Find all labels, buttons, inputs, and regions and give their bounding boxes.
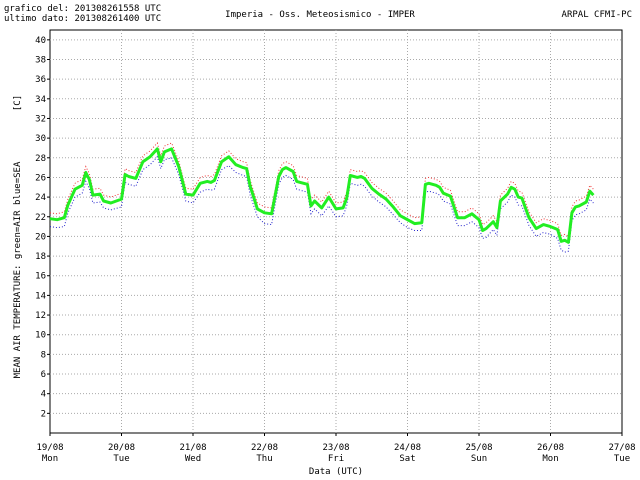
y-tick-label: 14 <box>35 291 46 301</box>
y-tick-label: 22 <box>35 213 46 223</box>
last-data-time: ultimo dato: 201308261400 UTC <box>4 14 162 24</box>
x-tick-date: 24/08 <box>394 443 421 453</box>
y-tick-label: 26 <box>35 173 46 183</box>
y-tick-label: 32 <box>35 114 46 124</box>
y-axis-label: MEAN AIR TEMPERATURE: green=AIR blue=SEA <box>13 161 23 378</box>
x-tick-day: Wed <box>185 454 201 464</box>
x-tick-date: 25/08 <box>465 443 492 453</box>
x-tick-date: 20/08 <box>108 443 135 453</box>
y-tick-label: 8 <box>41 350 46 360</box>
y-tick-label: 24 <box>35 193 46 203</box>
y-tick-label: 36 <box>35 75 46 85</box>
x-tick-date: 22/08 <box>251 443 278 453</box>
y-tick-label: 38 <box>35 55 46 65</box>
air-temperature-line <box>49 147 595 244</box>
y-tick-label: 30 <box>35 134 46 144</box>
chart-info: grafico del: 201308261558 UTC ultimo dat… <box>4 4 161 24</box>
y-tick-label: 12 <box>35 311 46 321</box>
y-tick-label: 6 <box>41 370 46 380</box>
station-title: Imperia - Oss. Meteosismico - IMPER <box>225 10 415 20</box>
x-axis-label: Data (UTC) <box>309 467 363 477</box>
x-tick-day: Sat <box>399 454 415 464</box>
x-tick-date: 19/08 <box>36 443 63 453</box>
x-tick-day: Tue <box>113 454 129 464</box>
x-tick-day: Mon <box>42 454 58 464</box>
x-tick-date: 27/08 <box>608 443 635 453</box>
x-tick-day: Mon <box>542 454 558 464</box>
y-tick-label: 18 <box>35 252 46 262</box>
y-tick-label: 40 <box>35 36 46 46</box>
y-tick-label: 2 <box>41 409 46 419</box>
agency-label: ARPAL CFMI-PC <box>561 10 632 20</box>
x-tick-date: 21/08 <box>179 443 206 453</box>
y-tick-label: 20 <box>35 232 46 242</box>
series-layer <box>49 141 595 253</box>
y-tick-label: 34 <box>35 95 46 105</box>
x-axis: 19/08Mon20/08Tue21/08Wed22/08Thu23/08Fri… <box>36 433 636 464</box>
graph-time: grafico del: 201308261558 UTC <box>4 4 162 14</box>
x-tick-date: 23/08 <box>322 443 349 453</box>
y-tick-label: 4 <box>41 390 46 400</box>
x-tick-day: Fri <box>328 454 344 464</box>
x-tick-day: Tue <box>614 454 630 464</box>
y-tick-label: 10 <box>35 331 46 341</box>
air-max-line <box>49 141 594 238</box>
sea-temperature-line <box>49 155 594 253</box>
x-tick-day: Sun <box>471 454 487 464</box>
y-unit-label: [C] <box>13 95 23 111</box>
x-tick-date: 26/08 <box>537 443 564 453</box>
y-tick-label: 16 <box>35 272 46 282</box>
y-tick-label: 28 <box>35 154 46 164</box>
x-tick-day: Thu <box>256 454 272 464</box>
grid <box>50 30 622 433</box>
